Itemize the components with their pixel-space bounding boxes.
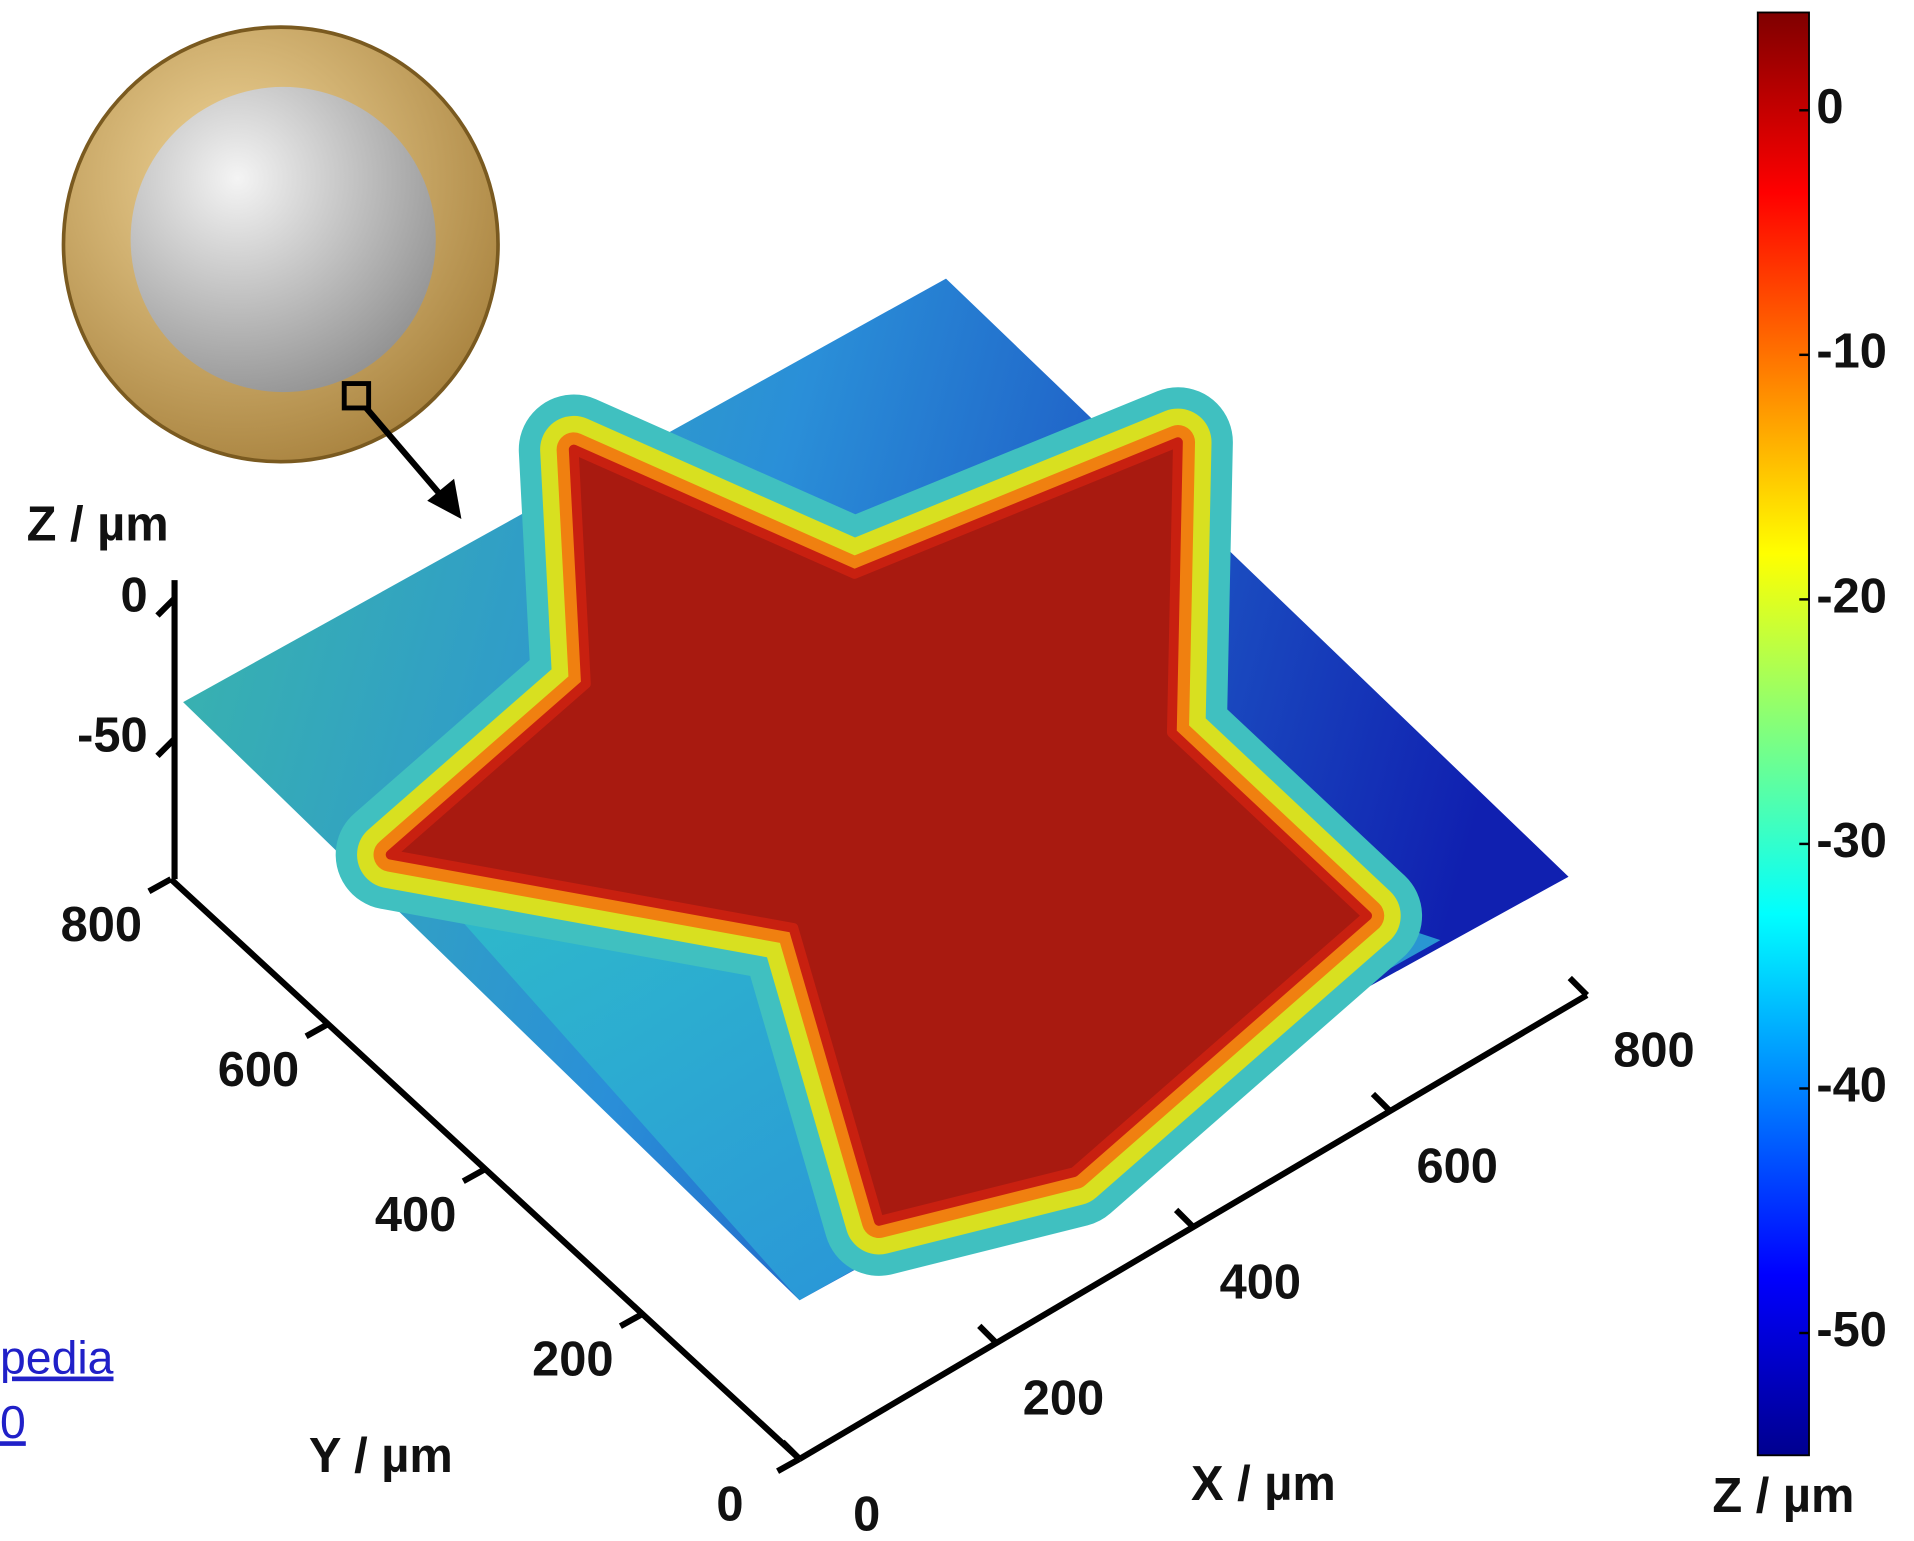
x-tick-label: 200 (1023, 1371, 1104, 1425)
y-tick-label: 200 (532, 1333, 613, 1387)
x-axis-title: X / µm (1191, 1457, 1336, 1511)
arrow-head (427, 478, 462, 520)
credit-link[interactable]: 0 (0, 1396, 26, 1448)
y-tick (304, 1021, 330, 1039)
colorbar-tick-label: -20 (1816, 569, 1887, 623)
colorbar-tick-label: 0 (1816, 80, 1843, 134)
colorbar-tick-label: -50 (1816, 1303, 1887, 1357)
x-tick-label: 600 (1416, 1140, 1497, 1194)
x-tick (1173, 1207, 1196, 1230)
x-tick (780, 1439, 802, 1462)
z-tick-label: 0 (121, 568, 148, 622)
surface (183, 278, 1569, 1301)
y-tick-label: 800 (61, 898, 142, 952)
star-top (385, 437, 1373, 1226)
lower-plane (402, 854, 1441, 1301)
x-tick-label: 800 (1613, 1024, 1694, 1078)
x-tick (977, 1323, 999, 1346)
y-tick (461, 1166, 487, 1184)
y-tick-label: 400 (375, 1188, 456, 1242)
colorbar-tick-label: -30 (1816, 814, 1887, 868)
coin-center (130, 86, 436, 393)
z-tick (155, 736, 177, 759)
credit-link[interactable]: pedia (0, 1332, 114, 1384)
colorbar-title: Z / µm (1712, 1469, 1854, 1523)
y-tick (618, 1311, 644, 1329)
arrow-line (363, 405, 448, 503)
y-tick (776, 1456, 802, 1474)
x-tick (1567, 975, 1590, 998)
axes: 0 200 400 600 800 0 200 400 600 800 0 -50 X / µm Y / … (27, 11, 1887, 1541)
y-axis (168, 876, 802, 1462)
coin (61, 25, 500, 520)
x-tick (1370, 1091, 1393, 1114)
zoom-box (341, 381, 372, 411)
y-tick-label: 0 (716, 1478, 743, 1532)
y-tick-label: 600 (218, 1043, 299, 1097)
x-tick-label: 400 (1220, 1256, 1301, 1310)
colorbar-tick-label: -40 (1816, 1058, 1887, 1112)
z-tick-label: -50 (77, 709, 148, 763)
colorbar-tick-label: -10 (1816, 325, 1887, 379)
x-tick-label: 0 (853, 1487, 880, 1541)
colorbar (1756, 11, 1810, 1457)
z-tick (155, 596, 177, 618)
y-axis-title: Y / µm (309, 1429, 453, 1483)
y-tick (147, 876, 173, 895)
z-axis-title: Z / µm (27, 497, 169, 551)
